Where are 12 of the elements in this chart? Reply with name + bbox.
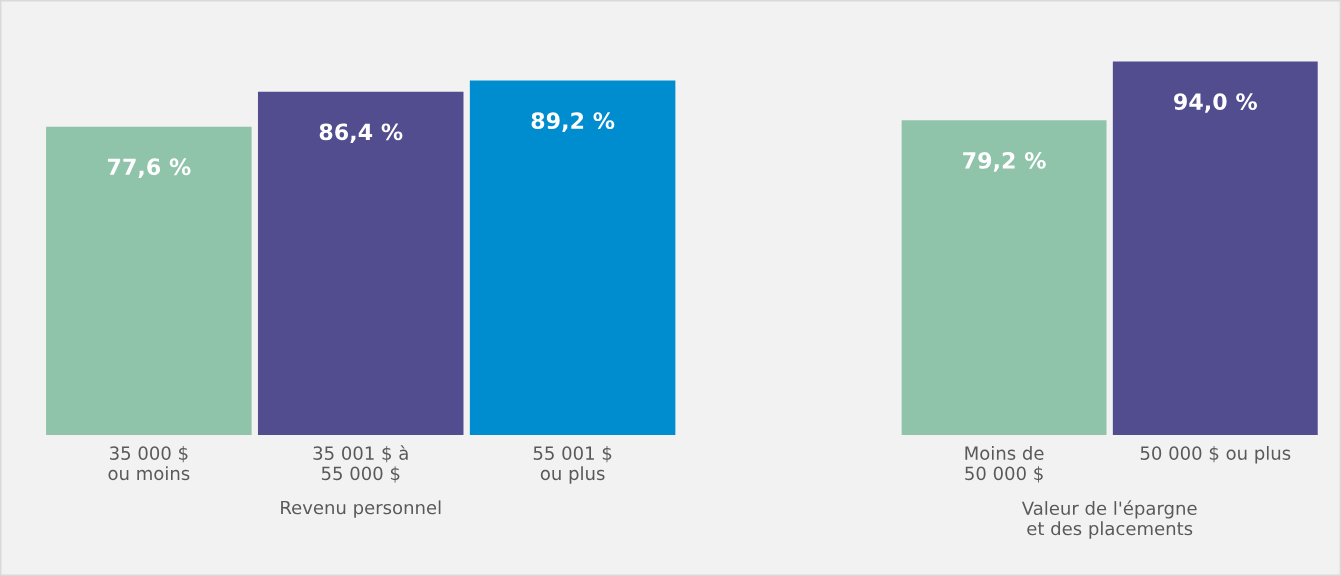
data-label: 94,0 % (1174, 93, 1257, 113)
x-tick-label: Moins de 50 000 $ (965, 445, 1044, 483)
x-axis-title: Revenu personnel (281, 500, 441, 518)
data-label: 86,4 % (319, 123, 403, 144)
data-label: 89,2 % (531, 112, 615, 132)
x-tick-label: 50 000 $ ou plus (1140, 445, 1291, 464)
x-tick-label: 55 001 $ ou plus (533, 445, 612, 484)
x-axis-title: Valeur de l'épargne et des placements (1021, 500, 1197, 539)
x-tick-label: 35 000 $ ou moins (108, 445, 190, 481)
x-tick-label: 35 001 $ à 55 000 $ (313, 445, 408, 483)
data-label: 77,6 % (107, 158, 191, 178)
data-label: 79,2 % (963, 151, 1046, 172)
